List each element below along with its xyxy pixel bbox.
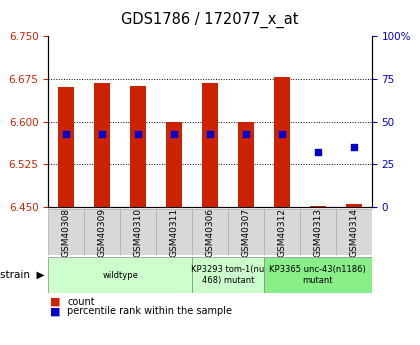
- Text: KP3365 unc-43(n1186)
mutant: KP3365 unc-43(n1186) mutant: [269, 265, 366, 285]
- Text: GSM40312: GSM40312: [277, 207, 286, 257]
- Bar: [130, 86, 146, 207]
- Text: ■: ■: [50, 297, 61, 307]
- Point: [207, 131, 213, 136]
- Point: [99, 131, 105, 136]
- FancyBboxPatch shape: [228, 209, 264, 255]
- FancyBboxPatch shape: [300, 209, 336, 255]
- Text: percentile rank within the sample: percentile rank within the sample: [67, 306, 232, 316]
- Text: strain  ▶: strain ▶: [0, 270, 44, 280]
- Text: GSM40313: GSM40313: [313, 207, 322, 257]
- FancyBboxPatch shape: [192, 209, 228, 255]
- Bar: [166, 122, 182, 207]
- Point: [243, 131, 249, 136]
- FancyBboxPatch shape: [192, 257, 264, 293]
- Bar: [274, 77, 290, 207]
- Text: GSM40310: GSM40310: [134, 207, 143, 257]
- Text: GSM40306: GSM40306: [205, 207, 215, 257]
- Text: GSM40311: GSM40311: [170, 207, 178, 257]
- Point: [171, 131, 177, 136]
- Text: count: count: [67, 297, 95, 307]
- Text: GSM40314: GSM40314: [349, 207, 358, 257]
- FancyBboxPatch shape: [120, 209, 156, 255]
- Text: ■: ■: [50, 306, 61, 316]
- Bar: [58, 87, 74, 207]
- FancyBboxPatch shape: [264, 209, 300, 255]
- Text: GSM40308: GSM40308: [62, 207, 71, 257]
- Bar: [238, 122, 254, 207]
- FancyBboxPatch shape: [336, 209, 372, 255]
- Point: [350, 145, 357, 150]
- Text: wildtype: wildtype: [102, 270, 138, 280]
- Bar: [94, 83, 110, 207]
- Point: [135, 131, 142, 136]
- Point: [315, 150, 321, 155]
- FancyBboxPatch shape: [156, 209, 192, 255]
- Text: KP3293 tom-1(nu
468) mutant: KP3293 tom-1(nu 468) mutant: [192, 265, 265, 285]
- Point: [278, 131, 285, 136]
- Text: GSM40307: GSM40307: [241, 207, 250, 257]
- FancyBboxPatch shape: [84, 209, 120, 255]
- FancyBboxPatch shape: [264, 257, 372, 293]
- Bar: [346, 204, 362, 207]
- Point: [63, 131, 70, 136]
- Text: GDS1786 / 172077_x_at: GDS1786 / 172077_x_at: [121, 12, 299, 28]
- FancyBboxPatch shape: [48, 209, 84, 255]
- FancyBboxPatch shape: [48, 257, 192, 293]
- Text: GSM40309: GSM40309: [98, 207, 107, 257]
- Bar: [202, 83, 218, 207]
- Bar: [310, 206, 326, 207]
